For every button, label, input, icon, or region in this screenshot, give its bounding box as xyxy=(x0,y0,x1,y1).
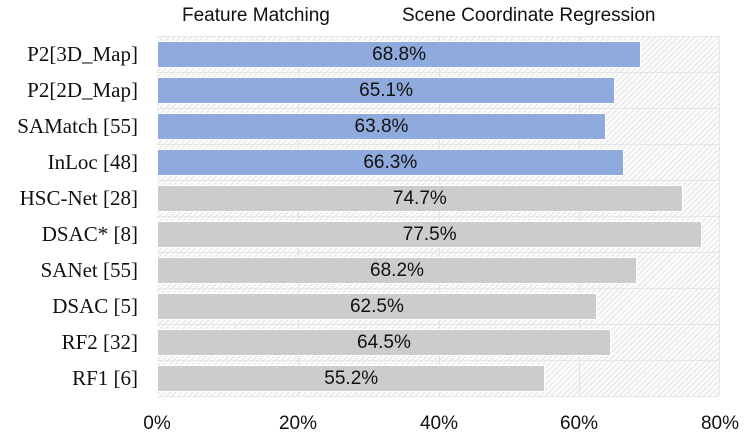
x-tick-label: 60% xyxy=(559,413,599,434)
bar: 74.7% xyxy=(157,185,683,212)
bar: 66.3% xyxy=(157,149,624,176)
bar-row: 66.3% xyxy=(157,145,719,181)
x-tick-label: 20% xyxy=(278,413,318,434)
bar-value-label: 55.2% xyxy=(324,367,379,389)
bar: 64.5% xyxy=(157,329,611,356)
bar-row: 63.8% xyxy=(157,109,719,145)
bar-value-label: 62.5% xyxy=(349,295,404,317)
bar-row: 55.2% xyxy=(157,361,719,397)
x-tick-label: 80% xyxy=(700,413,740,434)
bar-row: 62.5% xyxy=(157,289,719,325)
bar-row: 64.5% xyxy=(157,325,719,361)
category-label: P2[3D_Map] xyxy=(27,42,138,66)
category-label: RF1 [6] xyxy=(72,366,138,390)
category-label: DSAC* [8] xyxy=(41,222,138,246)
bar-row: 68.8% xyxy=(157,37,719,73)
category-label: RF2 [32] xyxy=(61,330,138,354)
bar: 65.1% xyxy=(157,77,616,104)
category-label: HSC-Net [28] xyxy=(19,186,138,210)
bar-value-label: 77.5% xyxy=(402,223,457,245)
bar-row: 77.5% xyxy=(157,217,719,253)
bar-value-label: 65.1% xyxy=(359,79,413,101)
plot-area: 68.8% 65.1% 63.8% 66.3% 74.7% 77.5% 68.2% 62.5%… xyxy=(157,36,720,397)
category-label: DSAC [5] xyxy=(52,294,138,318)
bar-value-label: 68.8% xyxy=(372,43,427,65)
bar: 77.5% xyxy=(157,221,703,248)
bar-row: 65.1% xyxy=(157,73,719,109)
bar: 63.8% xyxy=(157,113,606,140)
bar: 68.2% xyxy=(157,257,637,284)
bar-row: 68.2% xyxy=(157,253,719,289)
chart-legend: Feature Matching Scene Coordinate Regres… xyxy=(0,2,745,32)
bar-value-label: 63.8% xyxy=(354,115,409,137)
category-label: P2[2D_Map] xyxy=(27,78,138,102)
bar-value-label: 74.7% xyxy=(392,187,447,209)
category-label: SANet [55] xyxy=(40,258,138,282)
bar: 55.2% xyxy=(157,365,546,392)
legend-feature-matching: Feature Matching xyxy=(182,5,330,26)
bar-value-label: 64.5% xyxy=(357,331,411,353)
legend-scene-coordinate-regression: Scene Coordinate Regression xyxy=(402,5,656,26)
bar: 68.8% xyxy=(157,41,642,68)
category-label: InLoc [48] xyxy=(47,150,138,174)
bar-value-label: 68.2% xyxy=(370,259,424,281)
bar-row: 74.7% xyxy=(157,181,719,217)
x-tick-label: 0% xyxy=(143,413,171,434)
category-label: SAMatch [55] xyxy=(17,114,138,138)
bar: 62.5% xyxy=(157,293,597,320)
bar-value-label: 66.3% xyxy=(363,151,418,173)
x-tick-label: 40% xyxy=(419,413,459,434)
